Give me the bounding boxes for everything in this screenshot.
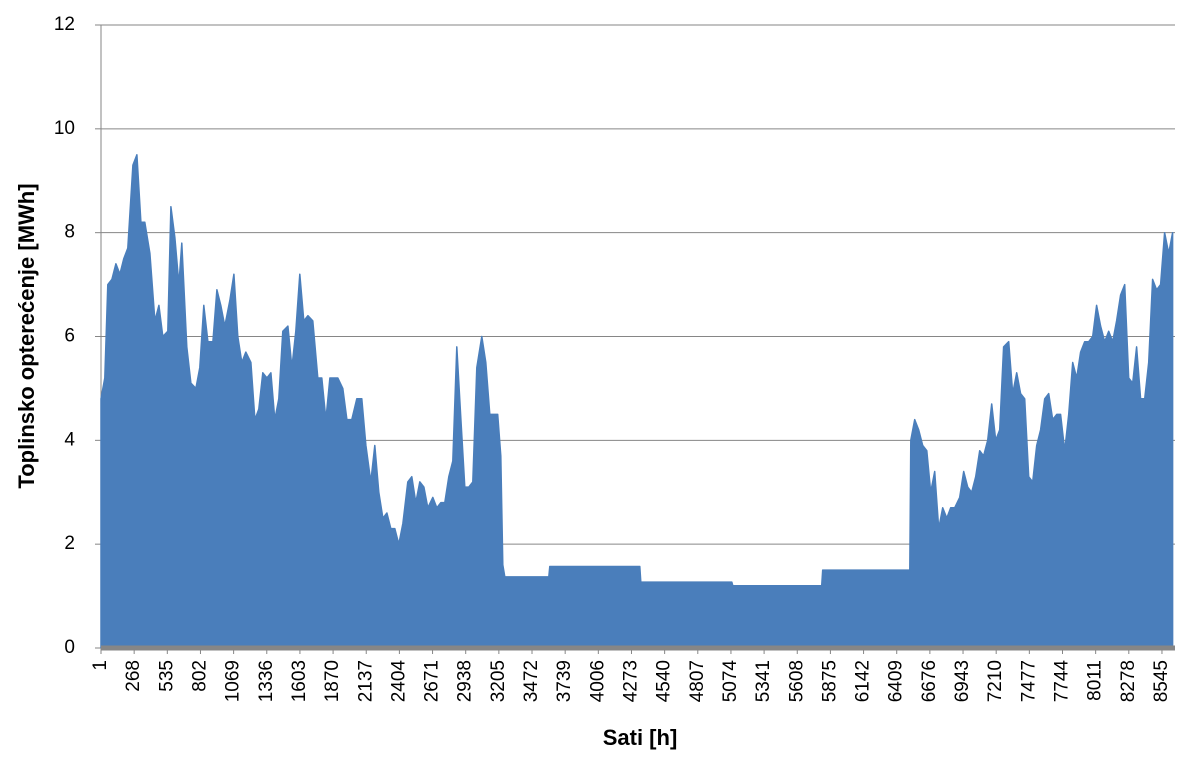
x-tick-label: 268 [123, 660, 144, 692]
x-tick-label: 7477 [1018, 660, 1039, 702]
area [100, 154, 1174, 649]
x-tick-label: 3205 [488, 660, 509, 702]
y-tick-label: 8 [64, 222, 75, 243]
x-tick-label: 1603 [289, 660, 310, 702]
x-tick-label: 6676 [919, 660, 940, 702]
y-tick-label: 0 [64, 637, 75, 658]
x-tick-label: 5608 [786, 660, 807, 702]
x-tick-label: 1336 [256, 660, 277, 702]
x-tick-label: 1069 [223, 660, 244, 702]
x-tick-label: 3739 [554, 660, 575, 702]
x-tick-label: 5341 [753, 660, 774, 702]
y-axis-title: Toplinsko opterećenje [MWh] [14, 183, 39, 488]
y-tick-label: 6 [64, 326, 75, 347]
x-tick-label: 5074 [720, 660, 741, 703]
x-tick-label: 7744 [1052, 660, 1073, 703]
x-tick-label: 8545 [1151, 660, 1172, 702]
x-tick-label: 535 [156, 660, 177, 692]
x-tick-label: 4540 [654, 660, 675, 702]
x-tick-label: 8011 [1085, 660, 1106, 701]
x-tick-label: 2404 [388, 660, 409, 703]
x-tick-label: 1870 [322, 660, 343, 702]
x-tick-label: 5875 [819, 660, 840, 702]
x-tick-label: 4273 [620, 660, 641, 702]
x-tick-label: 4807 [687, 660, 708, 702]
x-tick-label: 4006 [587, 660, 608, 702]
x-axis-title: Sati [h] [603, 725, 678, 750]
x-tick-label: 7210 [985, 660, 1006, 702]
x-tick-label: 6409 [886, 660, 907, 702]
x-tick-label: 6943 [952, 660, 973, 702]
y-tick-label: 2 [64, 533, 75, 554]
x-tick-label: 802 [189, 660, 210, 692]
x-tick-label: 8278 [1118, 660, 1139, 702]
y-tick-label: 12 [54, 14, 75, 35]
x-tick-label: 2938 [455, 660, 476, 702]
x-tick-label: 2671 [422, 660, 443, 702]
x-tick-label: 6142 [853, 660, 874, 702]
y-tick-label: 4 [64, 429, 75, 450]
x-tick-label: 1 [90, 660, 111, 671]
y-tick-label: 10 [54, 118, 75, 139]
x-tick-label: 2137 [355, 660, 376, 702]
x-tick-label: 3472 [521, 660, 542, 702]
